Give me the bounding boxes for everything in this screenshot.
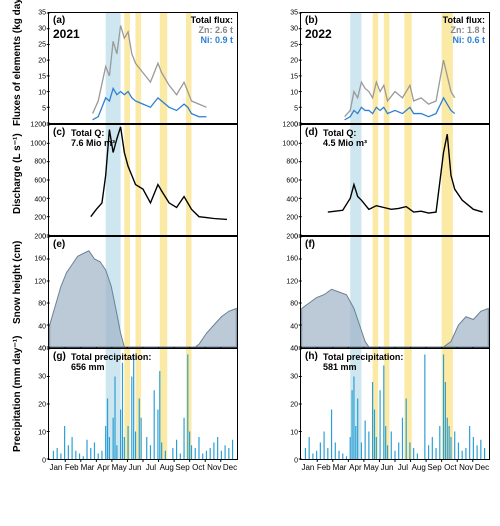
panel-b: 05101520253035(b)2022Total flux:Zn: 1.8 … (300, 12, 490, 124)
panel-d: 020040060080010001200(d)Total Q:4.5 Mio … (300, 124, 490, 236)
year-label: 2022 (305, 27, 332, 41)
panel-label: (e) (53, 239, 65, 250)
panel-label: (f) (305, 239, 315, 250)
y-tick-labels: 020040060080010001200 (273, 125, 298, 237)
x-axis-labels: JanFebMarAprMayJunJulAugSepOctNovDec (48, 463, 238, 472)
y-tick-labels: 04080120160200 (273, 237, 298, 349)
total-annotation: Total Q:4.5 Mio m³ (323, 128, 367, 148)
panel-label: (c) (53, 127, 65, 138)
y-tick-labels: 05101520253035 (273, 13, 298, 125)
y-tick-labels: 05101520253035 (21, 13, 46, 125)
total-annotation: Total flux:Zn: 1.8 tNi: 0.6 t (443, 15, 485, 45)
panel-e: 04080120160200(e) (48, 236, 238, 348)
y-tick-labels: 020040060080010001200 (21, 125, 46, 237)
panel-a: 05101520253035(a)2021Total flux:Zn: 2.6 … (48, 12, 238, 124)
panel-label: (a) (53, 15, 65, 26)
panel-g: 010203040(g)Total precipitation:656 mm (48, 348, 238, 460)
y-tick-labels: 04080120160200 (21, 237, 46, 349)
y-tick-labels: 010203040 (21, 349, 46, 461)
total-annotation: Total precipitation:581 mm (323, 352, 403, 372)
panel-label: (g) (53, 351, 66, 362)
panel-label: (h) (305, 351, 318, 362)
year-label: 2021 (53, 27, 80, 41)
panel-h: 010203040(h)Total precipitation:581 mm (300, 348, 490, 460)
total-annotation: Total precipitation:656 mm (71, 352, 151, 372)
panel-f: 04080120160200(f) (300, 236, 490, 348)
panel-c: 020040060080010001200(c)Total Q:7.6 Mio … (48, 124, 238, 236)
figure-root: Fluxes of elements (kg day⁻¹)Discharge (… (0, 0, 500, 526)
total-annotation: Total flux:Zn: 2.6 tNi: 0.9 t (191, 15, 233, 45)
y-tick-labels: 010203040 (273, 349, 298, 461)
panel-label: (b) (305, 15, 318, 26)
total-annotation: Total Q:7.6 Mio m³ (71, 128, 115, 148)
x-axis-labels: JanFebMarAprMayJunJulAugSepOctNovDec (300, 463, 490, 472)
panel-label: (d) (305, 127, 318, 138)
